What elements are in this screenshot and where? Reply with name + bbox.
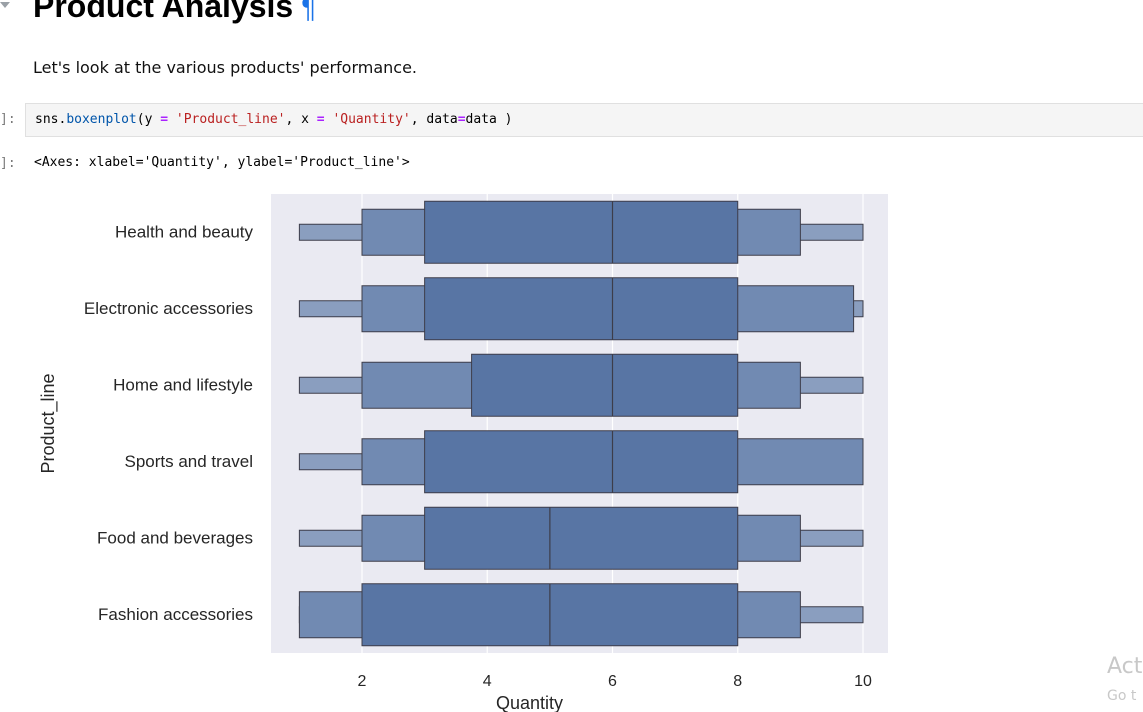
- output-text: <Axes: xlabel='Quantity', ylabel='Produc…: [34, 155, 410, 170]
- y-tick-label: Fashion accessories: [98, 605, 253, 624]
- code-string-token: 'Quantity': [332, 112, 411, 127]
- plot-background: [271, 194, 888, 653]
- x-tick-label: 2: [358, 673, 367, 690]
- code-string-token: 'Product_line': [175, 112, 286, 127]
- x-tick-label: 6: [608, 673, 617, 690]
- x-tick-label: 8: [733, 673, 742, 690]
- input-prompt: ]:: [0, 112, 16, 127]
- x-axis-label: Quantity: [496, 693, 563, 712]
- boxen-level-1: [424, 430, 739, 494]
- collapse-caret-icon[interactable]: [0, 2, 10, 8]
- heading-text: Product Analysis: [33, 0, 294, 24]
- code-operator-token: =: [316, 112, 325, 127]
- y-axis-label: Product_line: [38, 373, 59, 473]
- boxen-level-1: [471, 353, 739, 417]
- code-function-token: boxenplot: [66, 112, 137, 127]
- code-token: data ): [465, 112, 513, 127]
- y-tick-label: Health and beauty: [115, 222, 253, 241]
- code-token: sns.: [35, 112, 67, 127]
- anchor-link-icon[interactable]: ¶: [301, 0, 317, 23]
- y-tick-label: Home and lifestyle: [113, 375, 253, 394]
- x-tick-label: 4: [483, 673, 492, 690]
- code-line: sns.boxenplot(y = 'Product_line', x = 'Q…: [35, 112, 513, 127]
- code-cell[interactable]: sns.boxenplot(y = 'Product_line', x = 'Q…: [25, 103, 1143, 137]
- code-operator-token: =: [160, 112, 169, 127]
- boxen-level-1: [424, 277, 739, 341]
- code-token: , data: [410, 112, 458, 127]
- activation-watermark-sub: Go t: [1107, 688, 1137, 704]
- boxen-level-1: [424, 200, 739, 264]
- y-tick-label: Electronic accessories: [84, 299, 253, 318]
- output-prompt: ]:: [0, 156, 16, 171]
- y-tick-label: Sports and travel: [124, 452, 253, 471]
- page-title: Product Analysis ¶: [33, 0, 316, 28]
- y-tick-label: Food and beverages: [97, 528, 253, 547]
- boxen-level-1: [424, 506, 739, 570]
- code-operator-token: =: [457, 112, 466, 127]
- x-tick-label: 10: [854, 673, 872, 690]
- markdown-text: Let's look at the various products' perf…: [33, 58, 418, 77]
- code-token: , x: [285, 112, 317, 127]
- activation-watermark: Act: [1107, 654, 1143, 679]
- code-token: (y: [136, 112, 161, 127]
